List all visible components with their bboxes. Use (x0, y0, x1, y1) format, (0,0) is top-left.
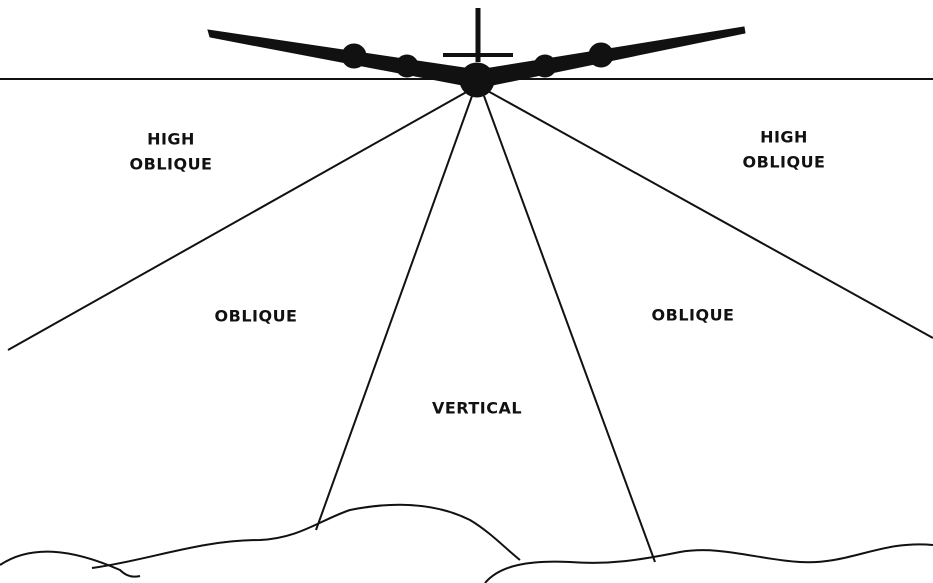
region-label: OBLIQUE (652, 306, 735, 325)
engine (396, 55, 418, 77)
region-label: VERTICAL (432, 399, 522, 418)
region-label: OBLIQUE (130, 155, 213, 174)
region-label: OBLIQUE (743, 153, 826, 172)
diagram: HIGH OBLIQUE OBLIQUE VERTICAL OBLIQUE HI… (0, 0, 933, 583)
engine (342, 44, 366, 68)
engine (534, 55, 556, 77)
region-label: HIGH (760, 128, 808, 147)
engine (589, 43, 613, 67)
region-label: OBLIQUE (215, 307, 298, 326)
region-label: HIGH (147, 130, 195, 149)
page: HIGH OBLIQUE OBLIQUE VERTICAL OBLIQUE HI… (0, 0, 933, 583)
fuselage (460, 63, 494, 97)
